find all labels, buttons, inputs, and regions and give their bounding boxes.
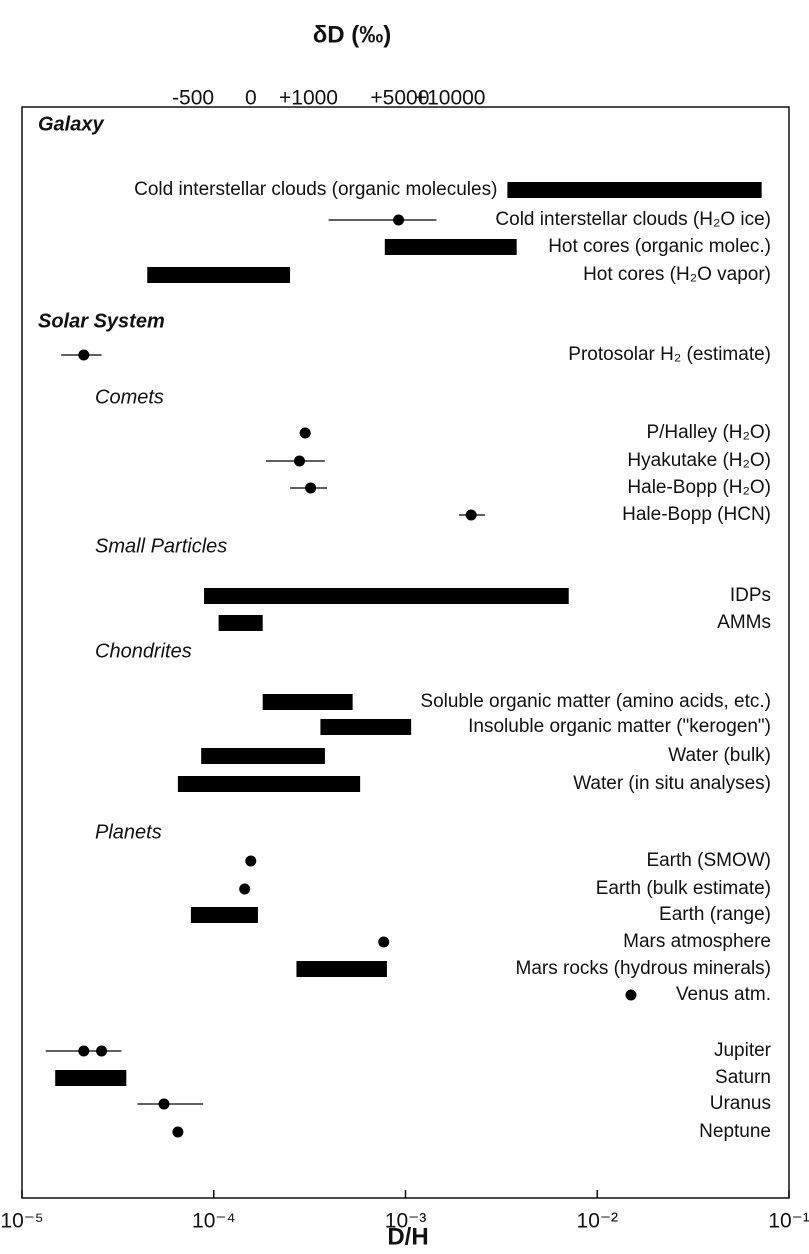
range-bar [320,719,412,735]
top-tick-label: -500 [172,87,214,110]
row-label: Hale-Bopp (H₂O) [627,477,771,498]
range-bar [177,776,361,792]
group-header: Chondrites [95,640,192,662]
range-bar [296,961,387,977]
range-bar [204,588,569,604]
point [78,349,90,361]
row-label: Venus atm. [676,984,771,1005]
point [239,883,251,895]
top-axis-title: δD (‰) [313,21,392,48]
point [393,214,405,226]
point [378,936,390,948]
row-label: Earth (bulk estimate) [596,878,771,899]
top-tick-label: 0 [245,87,257,110]
x-axis-title: D/H [387,1223,428,1250]
point [172,1126,184,1138]
point [96,1045,108,1057]
row-label: Earth (range) [659,904,771,925]
x-tick-label: 10⁻⁵ [0,1210,43,1233]
range-bar [147,267,291,283]
x-tick-label: 10⁻³ [385,1210,426,1233]
range-bar [384,239,517,255]
range-bar [55,1070,127,1086]
row-label: Water (bulk) [668,745,771,766]
row-label: Cold interstellar clouds (organic molecu… [134,179,497,200]
x-tick-label: 10⁻² [577,1210,618,1233]
range-bar [201,748,325,764]
range-bar [190,907,258,923]
row-label: AMMs [717,612,771,633]
point [305,482,317,494]
range-bar [218,615,263,631]
top-tick-label: +10000 [415,87,486,110]
point [625,989,637,1001]
point [158,1098,170,1110]
row-label: Mars rocks (hydrous minerals) [516,958,772,979]
row-label: Hale-Bopp (HCN) [622,504,771,525]
x-tick-label: 10⁻⁴ [192,1210,235,1233]
point [299,427,311,439]
group-header: Galaxy [38,113,104,135]
group-header: Solar System [38,310,165,332]
row-label: Neptune [699,1121,771,1142]
group-header: Small Particles [95,535,227,557]
row-label: Saturn [715,1067,771,1088]
point [293,455,305,467]
row-label: Hot cores (organic molec.) [548,236,771,257]
row-label: Hot cores (H₂O vapor) [583,264,771,285]
row-label: Earth (SMOW) [646,850,771,871]
range-bar [262,694,353,710]
group-header: Comets [95,386,164,408]
row-label: Mars atmosphere [623,931,771,952]
row-label: Uranus [710,1093,771,1114]
point [465,509,477,521]
row-label: P/Halley (H₂O) [646,422,771,443]
point [245,855,257,867]
range-bar [507,182,762,198]
row-label: Insoluble organic matter ("kerogen") [468,716,771,737]
row-label: Protosolar H₂ (estimate) [568,344,771,365]
row-label: Jupiter [714,1040,772,1061]
group-header: Planets [95,821,162,843]
row-label: Soluble organic matter (amino acids, etc… [420,691,771,712]
top-tick-label: +1000 [279,87,338,110]
row-label: Hyakutake (H₂O) [627,450,771,471]
row-label: Water (in situ analyses) [573,773,771,794]
point [78,1045,90,1057]
row-label: Cold interstellar clouds (H₂O ice) [495,209,771,230]
top-tick-label: +5000 [370,87,429,110]
row-label: IDPs [730,585,771,606]
x-tick-label: 10⁻¹ [768,1210,809,1233]
